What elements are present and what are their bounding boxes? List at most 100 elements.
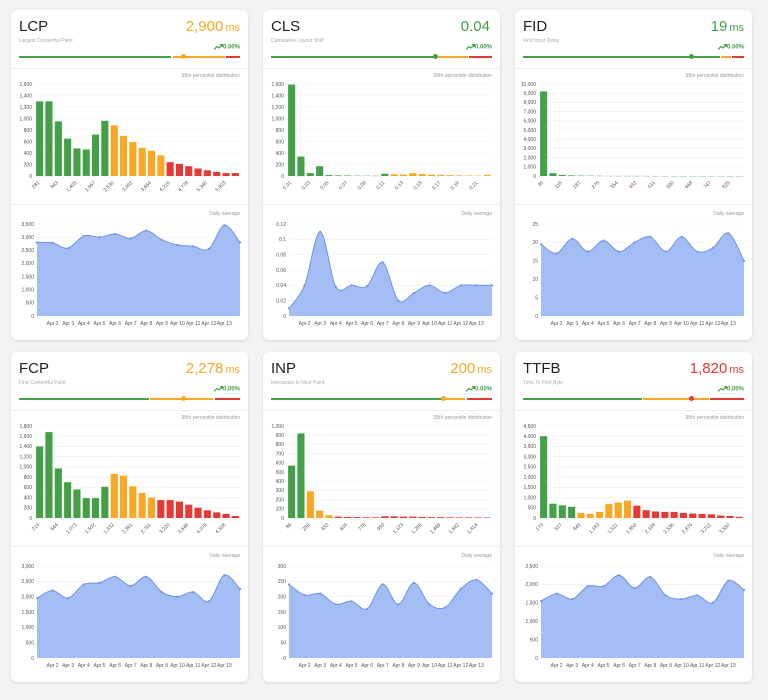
x-tick-label: 605 (339, 522, 349, 532)
data-point (555, 592, 558, 595)
x-date-label: Apr 3 (314, 663, 326, 669)
x-date-label: Apr 7 (377, 663, 389, 669)
y-tick-label: 25 (532, 222, 538, 228)
histogram-bar (483, 517, 491, 518)
data-point (618, 250, 621, 253)
metric-value-unit: ms (225, 22, 240, 34)
y-tick-label: 1,000 (271, 424, 284, 430)
data-point (67, 247, 70, 250)
data-point (350, 600, 353, 603)
histogram-chart: 10,000 9,000 8,000 7,000 6,000 5,000 4,000 3,00… (521, 82, 744, 190)
histogram-title: 95th percentile distribution (433, 415, 492, 421)
histogram-bar (353, 517, 361, 518)
x-date-label: Apr 6 (361, 663, 373, 669)
threshold-rail (19, 396, 240, 401)
x-date-label: Apr 8 (644, 663, 656, 669)
x-tick-label: 432 (628, 180, 638, 190)
histogram-bar (82, 498, 90, 518)
x-date-label: Apr 10 (170, 663, 185, 669)
histogram-bar (306, 491, 314, 518)
y-tick-label: 3,500 (21, 222, 34, 228)
trend-indicator: 0.00% (465, 43, 492, 51)
y-tick-label: 500 (26, 640, 35, 646)
divider (515, 546, 752, 547)
x-date-label: Apr 12 (453, 663, 468, 669)
data-point (444, 291, 447, 295)
x-tick-label: 4,079 (196, 522, 209, 535)
trend-up-icon (717, 43, 728, 50)
x-tick-label: 30 (537, 180, 545, 188)
y-tick-label: 1,000 (523, 165, 536, 171)
y-tick-label: 3,000 (523, 454, 536, 460)
x-tick-label: 950 (376, 522, 386, 532)
data-point (633, 241, 636, 244)
data-point (490, 284, 494, 287)
y-tick-label: 250 (278, 579, 287, 585)
histogram-title: 95th percentile distribution (181, 73, 240, 79)
metric-value: 2,900 ms (186, 18, 240, 35)
histogram-chart: 1,800 1,600 1,400 1,200 1,000 800 600 400 200 021… (19, 424, 240, 535)
histogram-bar (624, 500, 632, 518)
histogram-bar (689, 513, 697, 518)
metric-subtitle: Interaction to Next Paint (271, 380, 325, 386)
x-date-label: Apr 9 (156, 321, 168, 327)
histogram-bar (465, 175, 473, 176)
histogram-bar (455, 517, 463, 518)
x-date-label: Apr 5 (598, 663, 610, 669)
x-tick-label: 259 (302, 522, 312, 532)
metric-subtitle: Cumulative Layout Shift (271, 38, 324, 44)
data-point (664, 250, 667, 253)
histogram-bar (568, 175, 576, 176)
y-tick-label: 1,200 (19, 105, 32, 111)
x-tick-label: 2,198 (644, 522, 657, 535)
trend-indicator: 0.00% (465, 385, 492, 393)
daily-average-chart: 0.12 0.1 0.08 0.06 0.04 0.02 0 Apr 2 Apr 3 Apr 4 A… (276, 222, 494, 327)
x-date-label: Apr 6 (613, 663, 625, 669)
trend-up-icon (465, 43, 476, 50)
y-tick-label: 600 (24, 485, 33, 491)
y-tick-label: 600 (276, 139, 285, 145)
x-date-label: Apr 13 (721, 663, 736, 669)
x-date-label: Apr 2 (551, 663, 563, 669)
x-date-label: Apr 12 (201, 321, 216, 327)
metric-name: LCP (19, 18, 49, 35)
x-date-label: Apr 4 (582, 321, 594, 327)
histogram-bar (213, 512, 221, 518)
data-point (412, 291, 415, 295)
metric-subtitle: Largest Contentful Paint (19, 38, 73, 44)
x-date-label: Apr 11 (186, 663, 201, 669)
y-tick-label: 500 (530, 637, 539, 643)
x-date-label: Apr 11 (438, 321, 453, 327)
histogram-title: 95th percentile distribution (685, 415, 744, 421)
x-date-label: Apr 13 (469, 663, 484, 669)
line-chart-title: Daily average (713, 553, 744, 559)
y-tick-label: 50 (280, 640, 286, 646)
x-date-label: Apr 8 (140, 321, 152, 327)
line-chart-title: Daily average (209, 553, 240, 559)
histogram-bar (558, 174, 566, 176)
y-tick-label: 0.08 (276, 252, 286, 258)
x-date-label: Apr 11 (438, 663, 453, 669)
x-date-label: Apr 3 (566, 663, 578, 669)
x-tick-label: 187 (572, 180, 582, 190)
data-point (397, 299, 400, 302)
histogram-bar (427, 517, 435, 518)
x-date-label: Apr 6 (109, 663, 121, 669)
y-tick-label: 9,000 (523, 91, 536, 97)
rail-poor-segment (466, 398, 492, 400)
line-chart-title: Daily average (713, 211, 744, 217)
histogram-bar (717, 515, 725, 518)
histogram-title: 95th percentile distribution (433, 73, 492, 79)
y-tick-label: 4,500 (523, 424, 536, 430)
histogram-bar (82, 149, 90, 176)
y-tick-label: 10,000 (521, 82, 537, 88)
data-point (51, 241, 54, 244)
y-tick-label: 200 (278, 594, 287, 600)
x-date-label: Apr 3 (566, 321, 578, 327)
data-point (459, 284, 462, 287)
y-tick-label: 700 (276, 451, 285, 457)
histogram-bar (185, 504, 193, 518)
data-point (571, 598, 574, 601)
x-tick-label: 4,778 (177, 180, 190, 193)
x-date-label: Apr 8 (392, 663, 404, 669)
